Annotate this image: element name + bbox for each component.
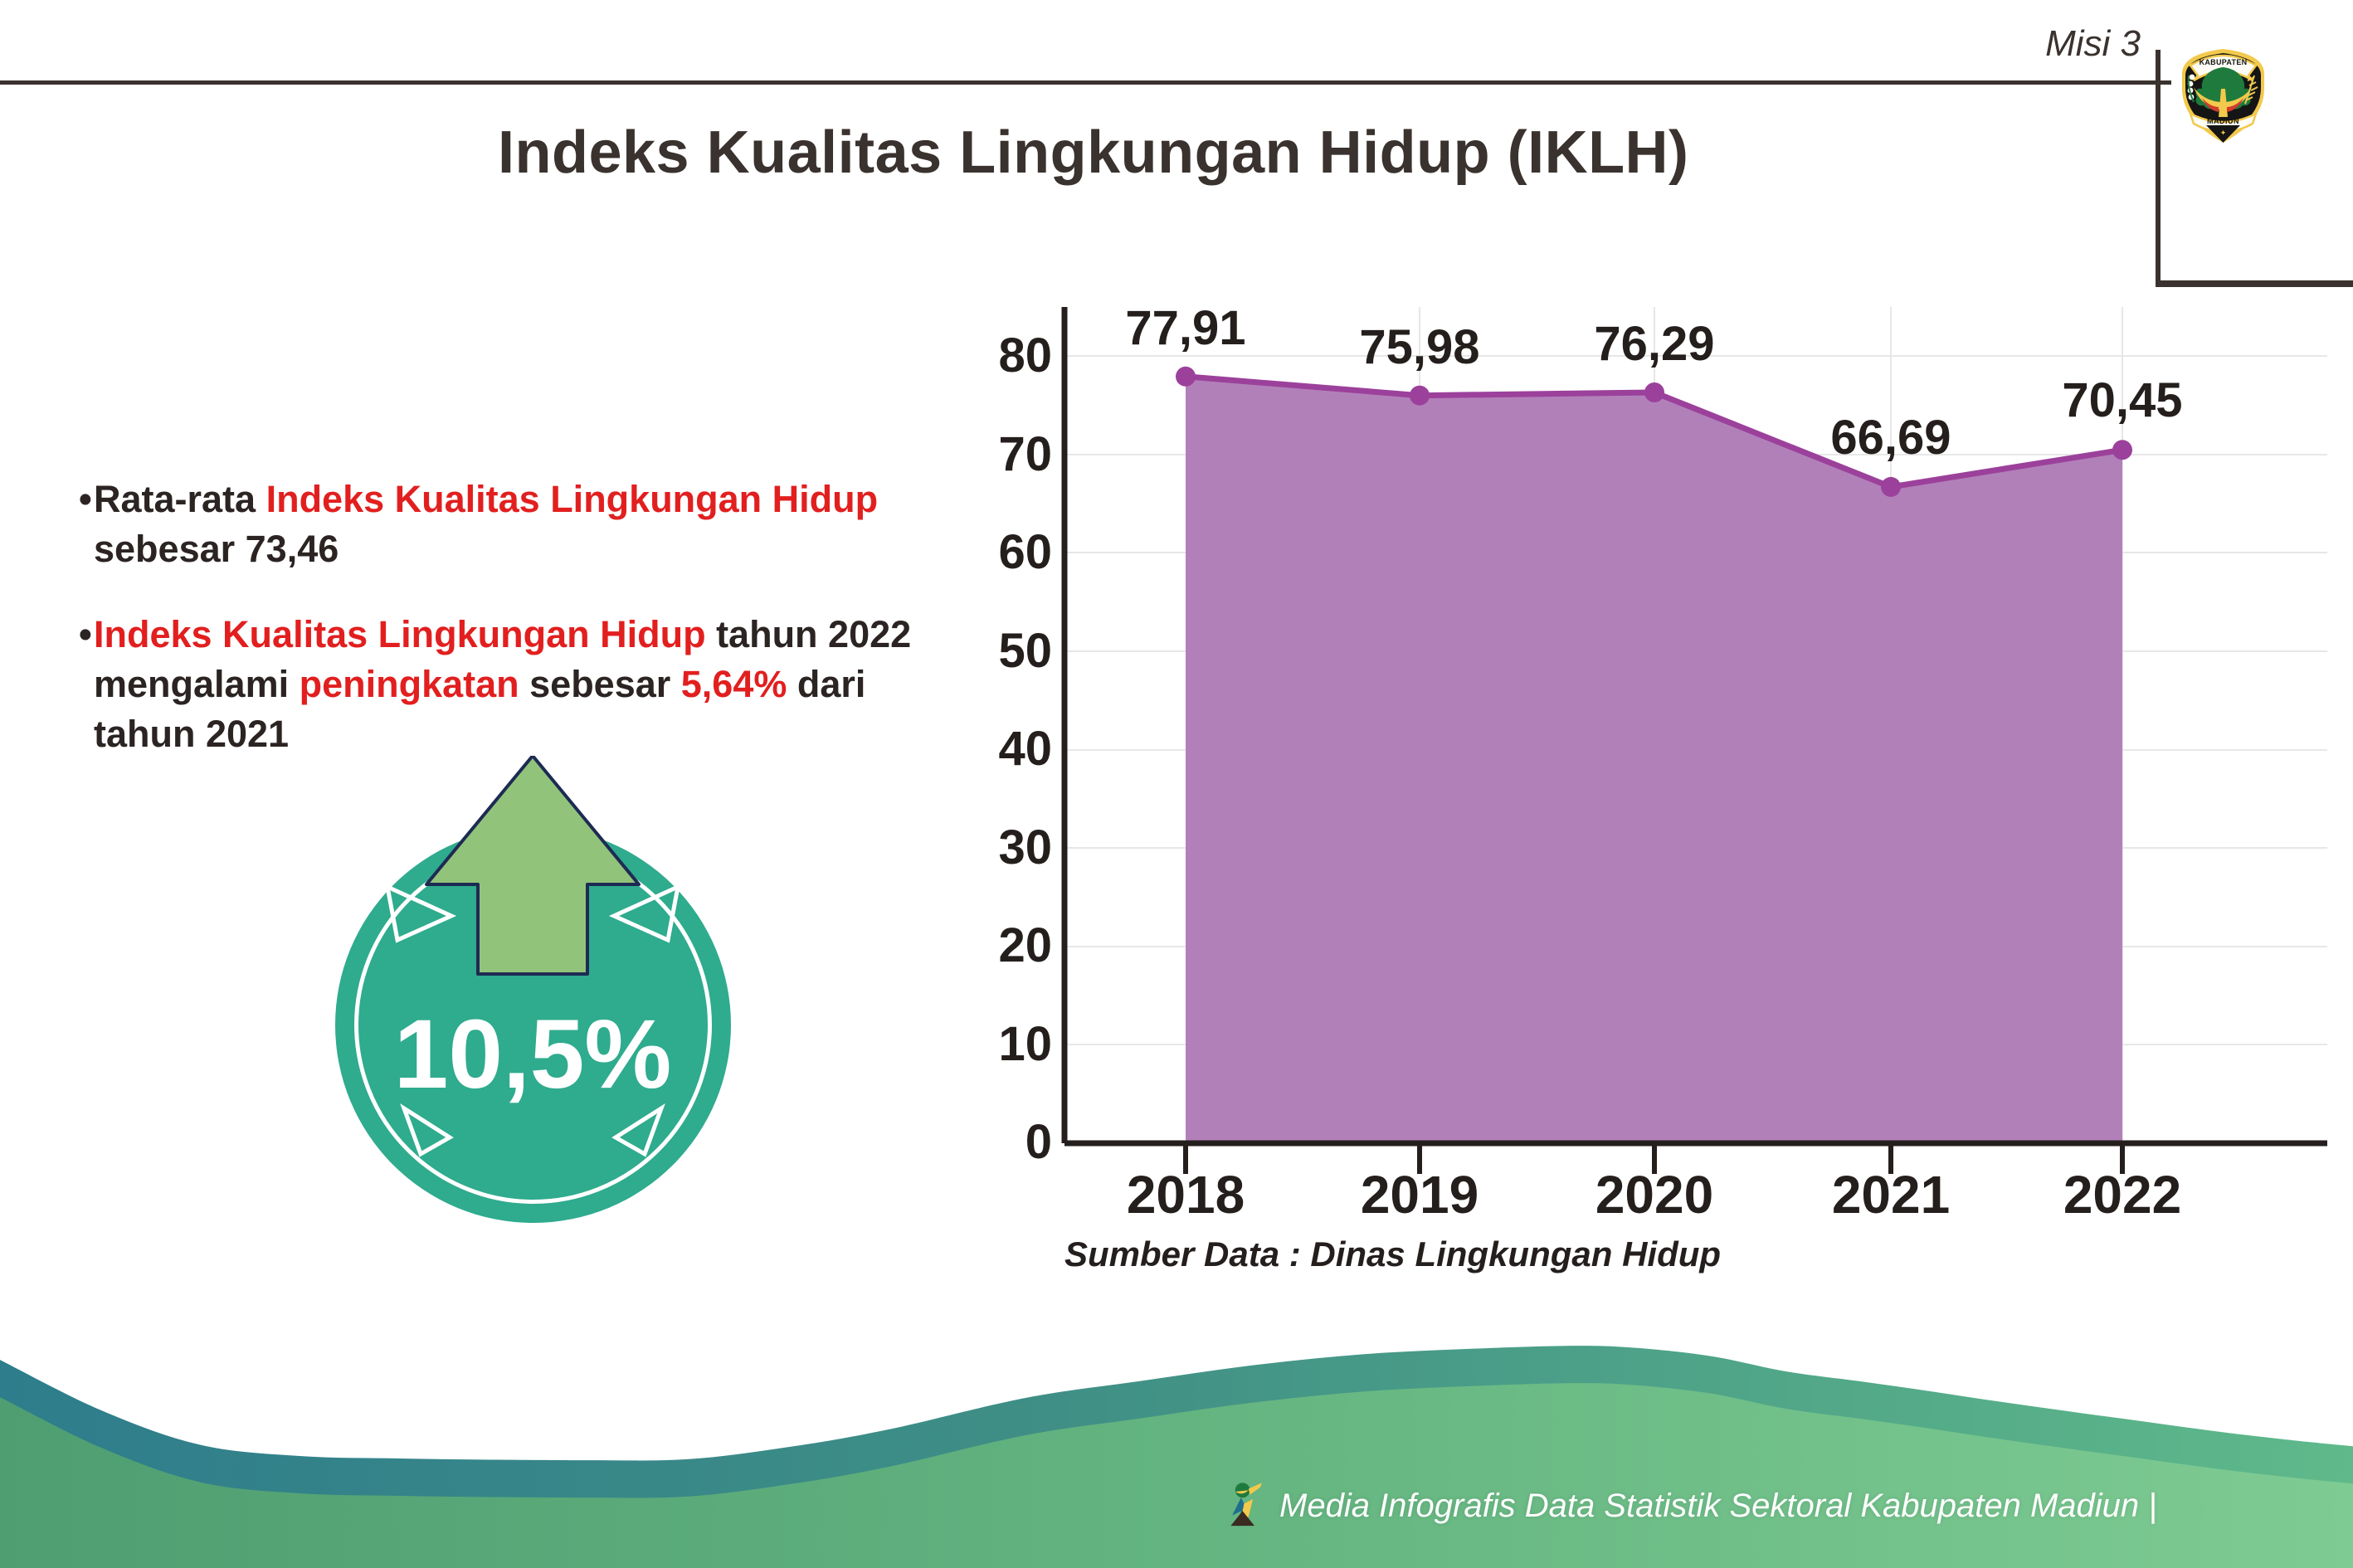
svg-text:80: 80 xyxy=(998,329,1052,382)
svg-text:✦: ✦ xyxy=(2220,129,2227,137)
svg-text:20: 20 xyxy=(998,918,1052,972)
svg-text:70: 70 xyxy=(998,427,1052,481)
svg-text:Sumber Data : Dinas Lingkungan: Sumber Data : Dinas Lingkungan Hidup xyxy=(1064,1234,1721,1273)
svg-text:10,5%: 10,5% xyxy=(394,1000,672,1109)
svg-text:KABUPATEN: KABUPATEN xyxy=(2200,58,2248,66)
svg-text:40: 40 xyxy=(998,722,1052,776)
svg-text:60: 60 xyxy=(998,525,1052,579)
svg-text:MADIUN: MADIUN xyxy=(2207,117,2239,125)
svg-text:50: 50 xyxy=(998,624,1052,678)
svg-text:77,91: 77,91 xyxy=(1125,301,1245,355)
svg-text:66,69: 66,69 xyxy=(1830,411,1951,465)
svg-text:30: 30 xyxy=(998,821,1052,874)
svg-text:0: 0 xyxy=(1025,1115,1052,1169)
svg-text:2020: 2020 xyxy=(1595,1165,1713,1225)
svg-text:2019: 2019 xyxy=(1361,1165,1479,1225)
svg-text:70,45: 70,45 xyxy=(2062,373,2182,427)
svg-text:2021: 2021 xyxy=(1832,1165,1950,1225)
svg-text:76,29: 76,29 xyxy=(1594,317,1714,371)
svg-text:2018: 2018 xyxy=(1127,1165,1245,1225)
svg-text:10: 10 xyxy=(998,1017,1052,1071)
svg-text:75,98: 75,98 xyxy=(1359,320,1479,374)
svg-text:2022: 2022 xyxy=(2063,1165,2181,1225)
